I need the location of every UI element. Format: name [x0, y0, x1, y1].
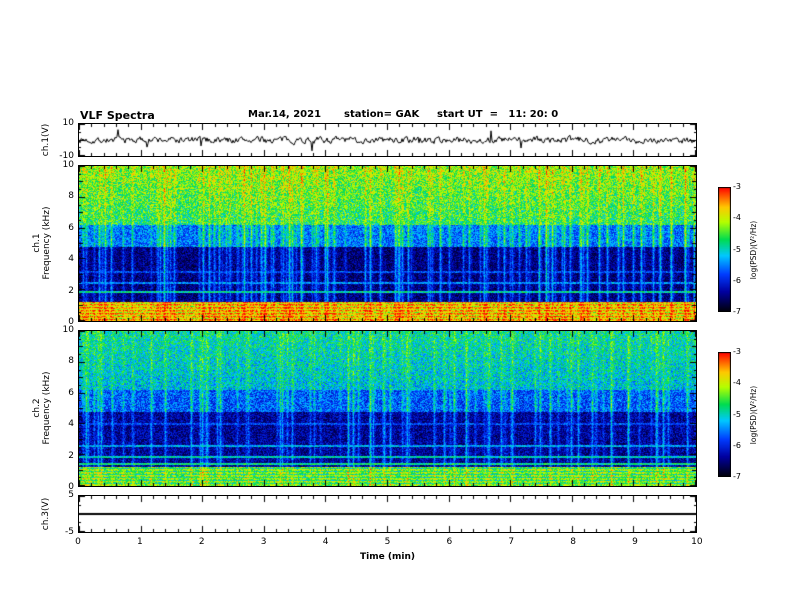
- tick-label: -3: [733, 182, 741, 191]
- figure-date: Mar.14, 2021: [248, 109, 322, 120]
- tick-label: 0: [68, 481, 74, 492]
- ch1-spec-frequency-label: Frequency (kHz): [42, 206, 52, 280]
- tick-label: -5: [733, 409, 741, 419]
- ch1-voltage-axis-label: ch.1(V): [41, 123, 51, 157]
- tick-label: 0: [68, 316, 74, 327]
- figure-start-ut: start UT = 11: 20: 0: [437, 109, 559, 120]
- ch1-waveform-panel: [78, 123, 697, 157]
- ch1-spec-axis-label: ch.1 Frequency (kHz): [32, 188, 52, 298]
- tick-label: 7: [508, 537, 515, 547]
- tick-label: -4: [733, 213, 741, 223]
- ch2-spec-channel-label: ch.2: [32, 398, 42, 418]
- tick-label: -3: [733, 347, 741, 356]
- tick-label: 10: [62, 325, 74, 335]
- tick-label: 0: [75, 537, 81, 547]
- ch2-colorbar-label: log(PSD)(V²/Hz): [749, 385, 758, 445]
- ch2-spec-ytick-labels: 10 8 6 4 2 0: [56, 326, 74, 492]
- ch2-colorbar-tick-labels: -3 -4 -5 -6 -7: [733, 348, 749, 481]
- figure-title: VLF Spectra: [80, 109, 155, 122]
- ch3-ymax-label: 5: [68, 490, 74, 500]
- tick-label: 5: [384, 537, 391, 547]
- tick-label: 6: [68, 222, 74, 233]
- tick-label: -6: [733, 275, 741, 285]
- tick-label: 4: [322, 537, 329, 547]
- ch1-spec-ytick-labels: 10 8 6 4 2 0: [56, 161, 74, 327]
- tick-label: 4: [68, 419, 74, 430]
- ch3-waveform-panel: [78, 495, 697, 533]
- ch1-spec-channel-label: ch.1: [32, 233, 42, 253]
- ch1-ymin-label: -10: [59, 151, 74, 161]
- tick-label: 6: [68, 387, 74, 398]
- ch2-spec-frequency-label: Frequency (kHz): [42, 371, 52, 445]
- ch2-spectrogram-canvas: [79, 331, 696, 486]
- ch1-ymax-label: 10: [62, 118, 74, 128]
- tick-label: -7: [733, 472, 741, 481]
- tick-label: 6: [446, 537, 453, 547]
- tick-label: 3: [260, 537, 267, 547]
- tick-label: -5: [733, 244, 741, 254]
- ch1-colorbar-tick-labels: -3 -4 -5 -6 -7: [733, 183, 749, 316]
- tick-label: 1: [137, 537, 143, 547]
- tick-label: -4: [733, 378, 741, 388]
- tick-label: 2: [68, 450, 74, 461]
- ch2-spec-axis-label: ch.2 Frequency (kHz): [32, 353, 52, 463]
- x-axis-title: Time (min): [360, 552, 415, 562]
- tick-label: 2: [198, 537, 205, 547]
- ch3-waveform-canvas: [79, 496, 696, 532]
- ch1-waveform-canvas: [79, 124, 696, 156]
- tick-label: 10: [62, 160, 74, 170]
- ch1-colorbar: [718, 187, 731, 312]
- ch1-colorbar-label: log(PSD)(V²/Hz): [749, 220, 758, 280]
- tick-label: 4: [68, 254, 74, 265]
- tick-label: 8: [68, 356, 74, 367]
- ch3-ymin-label: -5: [65, 527, 74, 537]
- tick-label: -7: [733, 307, 741, 316]
- ch1-spectrogram-canvas: [79, 166, 696, 321]
- tick-label: -6: [733, 440, 741, 450]
- tick-label: 2: [68, 285, 74, 296]
- figure-station: station= GAK: [344, 109, 420, 120]
- ch2-colorbar: [718, 352, 731, 477]
- tick-label: 8: [68, 191, 74, 202]
- tick-label: 10: [691, 537, 703, 547]
- x-tick-labels: 0 1 2 3 4 5 6 7 8 9 10: [68, 537, 707, 547]
- ch2-spectrogram-panel: [78, 330, 697, 487]
- tick-label: 9: [632, 537, 638, 547]
- ch3-voltage-axis-label: ch.3(V): [41, 497, 51, 531]
- tick-label: 8: [570, 537, 576, 547]
- ch1-spectrogram-panel: [78, 165, 697, 322]
